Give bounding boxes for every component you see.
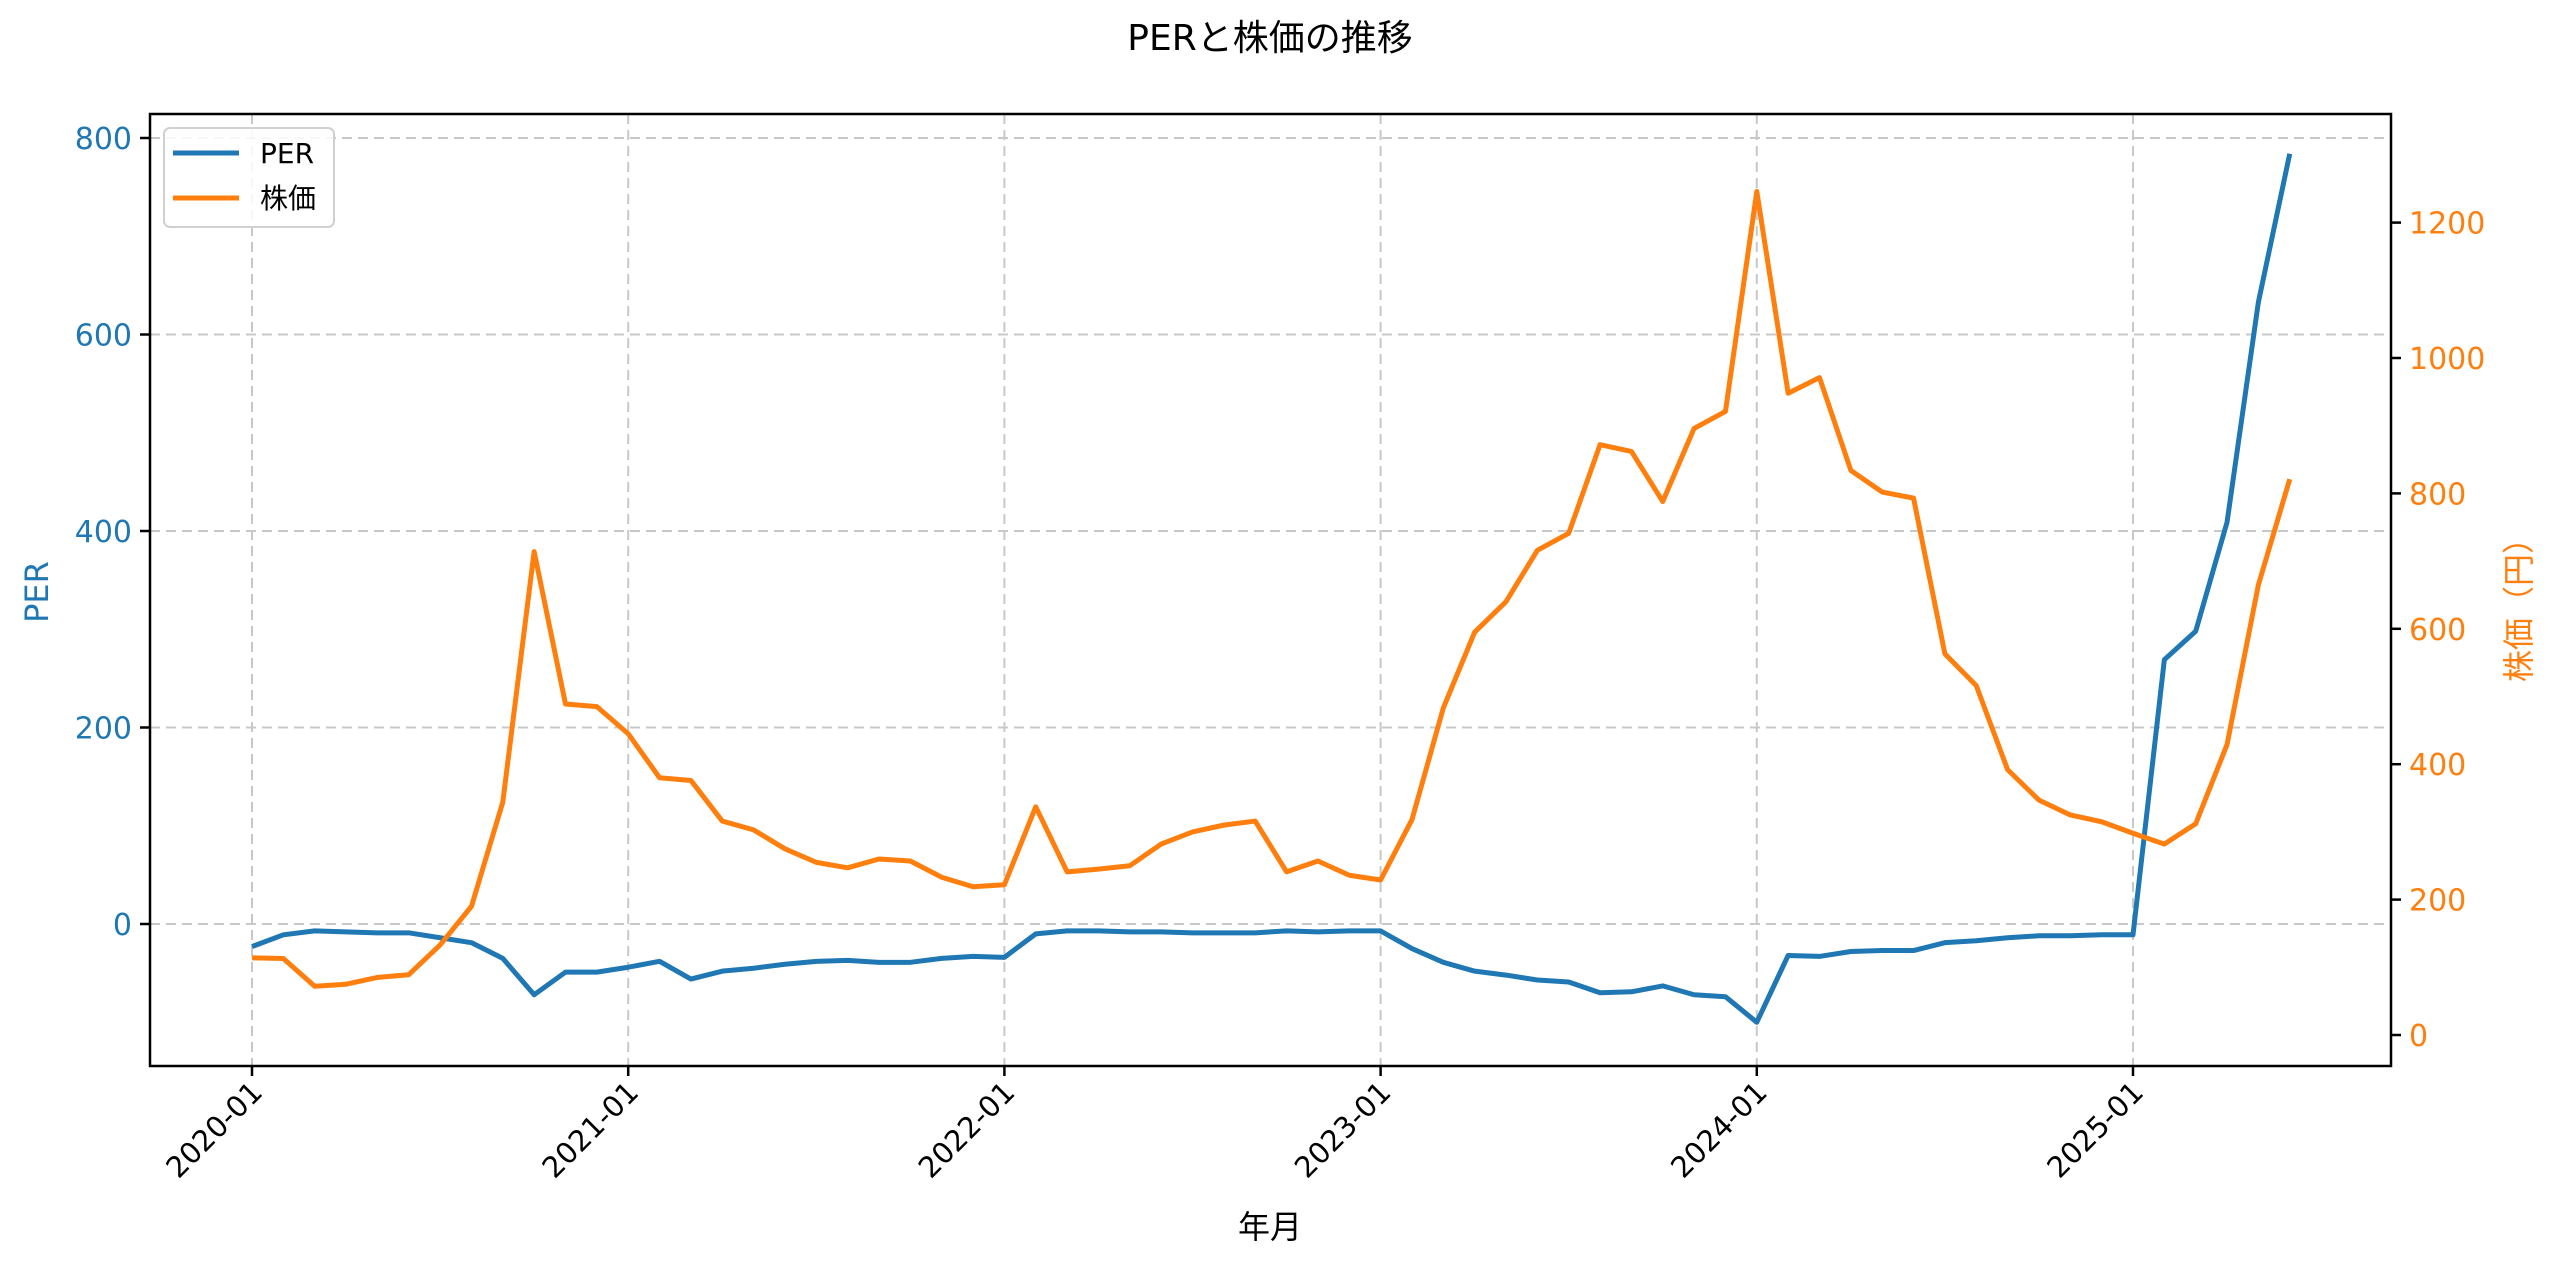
- right-tick-label: 200: [2409, 884, 2466, 919]
- per-line: [251, 153, 2293, 1025]
- x-tick-label: 2023-01: [1288, 1075, 1398, 1185]
- right-y-axis: 0 200 400 600 800 1000 1200: [2391, 207, 2485, 1054]
- left-tick-label: 400: [75, 515, 132, 550]
- legend: PER 株価: [163, 127, 335, 228]
- right-axis-label: 株価（円）: [2500, 522, 2538, 682]
- x-axis-label: 年月: [1238, 1208, 1302, 1246]
- right-tick-label: 400: [2409, 748, 2466, 783]
- left-y-axis: 0 200 400 600 800: [75, 122, 150, 943]
- plot-frame: [148, 112, 2393, 1068]
- x-tick-label: 2022-01: [912, 1075, 1022, 1185]
- x-tick-label: 2020-01: [159, 1075, 269, 1185]
- left-axis-label: PER: [18, 561, 56, 623]
- x-axis: 2020-01 2021-01 2022-01 2023-01 2024-01 2025-…: [159, 1066, 2150, 1185]
- chart-title: PERと株価の推移: [1127, 18, 1412, 59]
- left-tick-label: 200: [75, 712, 132, 747]
- x-tick-label: 2025-01: [2040, 1075, 2150, 1185]
- x-tick-label: 2021-01: [535, 1075, 645, 1185]
- plot-series: [251, 153, 2293, 1025]
- left-tick-label: 0: [113, 908, 132, 943]
- legend-per-label: PER: [260, 137, 314, 170]
- right-tick-label: 600: [2409, 613, 2466, 648]
- left-tick-label: 800: [75, 122, 132, 157]
- gridlines: [150, 114, 2391, 1066]
- stock-price-line: [251, 188, 2293, 989]
- right-tick-label: 0: [2409, 1019, 2428, 1054]
- legend-stock-price-label: 株価: [260, 182, 316, 215]
- right-tick-label: 800: [2409, 477, 2466, 512]
- right-tick-label: 1200: [2409, 207, 2485, 242]
- right-tick-label: 1000: [2409, 342, 2485, 377]
- left-tick-label: 600: [75, 319, 132, 354]
- x-tick-label: 2024-01: [1664, 1075, 1774, 1185]
